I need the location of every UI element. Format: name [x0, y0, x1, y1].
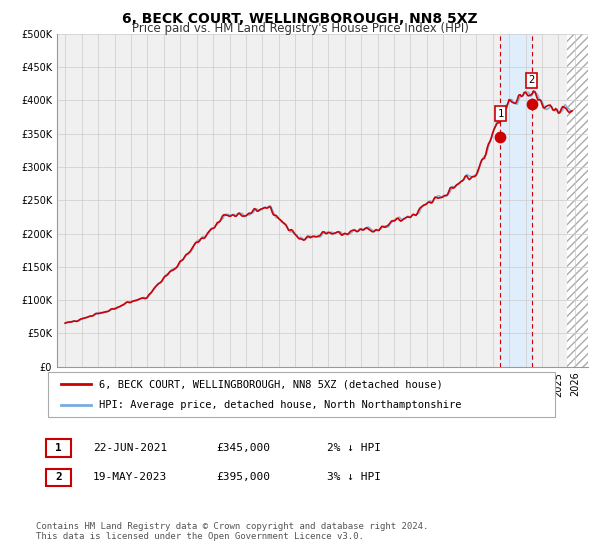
Text: HPI: Average price, detached house, North Northamptonshire: HPI: Average price, detached house, Nort…: [98, 400, 461, 410]
Text: 1: 1: [55, 443, 62, 453]
Text: 1: 1: [497, 109, 503, 119]
Text: 22-JUN-2021: 22-JUN-2021: [93, 443, 167, 453]
FancyBboxPatch shape: [48, 372, 555, 417]
Text: £395,000: £395,000: [216, 472, 270, 482]
Text: 19-MAY-2023: 19-MAY-2023: [93, 472, 167, 482]
Text: 6, BECK COURT, WELLINGBOROUGH, NN8 5XZ: 6, BECK COURT, WELLINGBOROUGH, NN8 5XZ: [122, 12, 478, 26]
Text: £345,000: £345,000: [216, 443, 270, 453]
Text: 6, BECK COURT, WELLINGBOROUGH, NN8 5XZ (detached house): 6, BECK COURT, WELLINGBOROUGH, NN8 5XZ (…: [98, 380, 442, 390]
Text: Price paid vs. HM Land Registry's House Price Index (HPI): Price paid vs. HM Land Registry's House …: [131, 22, 469, 35]
Text: 2: 2: [529, 75, 535, 85]
Point: [527, 99, 536, 108]
Point: [496, 132, 505, 141]
FancyBboxPatch shape: [46, 440, 71, 456]
Text: 2: 2: [55, 472, 62, 482]
Bar: [566, 34, 591, 367]
Bar: [500, 34, 532, 367]
Bar: [566, 34, 591, 367]
FancyBboxPatch shape: [46, 469, 71, 486]
Text: 3% ↓ HPI: 3% ↓ HPI: [327, 472, 381, 482]
Text: 2% ↓ HPI: 2% ↓ HPI: [327, 443, 381, 453]
Text: Contains HM Land Registry data © Crown copyright and database right 2024.
This d: Contains HM Land Registry data © Crown c…: [36, 522, 428, 542]
